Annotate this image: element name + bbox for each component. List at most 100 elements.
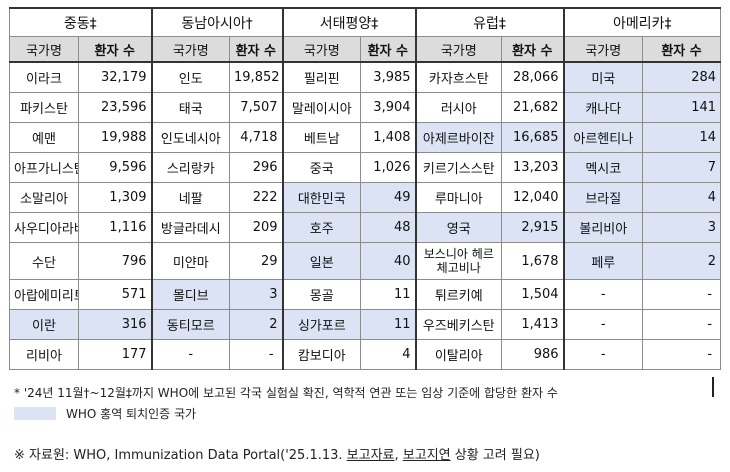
vertical-bar-mark [712,377,714,397]
case-count-cell: 4 [642,182,722,213]
country-name-cell: 볼리비아 [562,212,644,243]
footnote-source: ※ 자료원: WHO, Immunization Data Portal('25… [14,444,540,463]
case-count-cell: 2 [229,309,284,340]
col-header-name: 국가명 [150,36,231,63]
col-header-name: 국가명 [414,36,503,63]
case-count-cell: 222 [229,182,284,213]
measles-cases-table: 중동‡ 동남아시아† 서태평양‡ 유럽‡ 아메리카‡ 국가명 환자 수 국가명 … [8,7,722,370]
col-header-count: 환자 수 [229,36,284,63]
case-count-cell: 1,678 [501,242,565,280]
source-underlined-report: 보고자료 [346,448,395,463]
country-name-cell: 몽골 [281,279,362,310]
country-name-cell: 필리핀 [281,61,362,93]
case-count-cell: 4 [360,339,417,370]
table-row: 이란 316 동티모르 2 싱가포르 11 우즈베키스탄 1,413- - [9,309,722,340]
case-count-cell: 3 [229,279,284,310]
case-count-cell: 2,915 [501,212,565,243]
source-suffix: 상황 고려 필요) [450,448,540,463]
country-name-cell: 미얀마 [150,242,231,280]
country-name-cell: 예맨 [9,122,79,153]
case-count-cell: 141 [642,92,722,123]
case-count-cell: 316 [77,309,153,340]
case-count-cell: 1,026 [360,152,417,183]
region-header-row: 중동‡ 동남아시아† 서태평양‡ 유럽‡ 아메리카‡ [8,7,722,37]
country-name-cell: 캄보디아 [281,339,362,370]
case-count-cell: 11 [360,279,417,310]
case-count-cell: - [642,339,722,370]
table-row: 예맨 19,988 인도네시아 4,718 베트남 1,408 아제르바이잔 16,685 아르… [9,122,722,153]
col-header-name: 국가명 [562,36,644,63]
table-row: 소말리아 1,309 네팔 222 대한민국 49 루마니아 12,040 브라질 4 [9,182,722,213]
case-count-cell: 32,179 [77,61,153,93]
case-count-cell: 177 [77,339,153,370]
table-body: 이라크 32,179 인도 19,852 필리핀 3,985 카자흐스탄 28,066 미국 28… [9,61,722,370]
legend-label: WHO 홍역 퇴치인증 국가 [66,407,197,421]
case-count-cell: 29 [229,242,284,280]
case-count-cell: 7 [642,152,722,183]
country-name-cell: 아랍에미리트 [9,279,79,310]
region-americas: 아메리카‡ [562,7,722,37]
case-count-cell: 4,718 [229,122,284,153]
case-count-cell: 986 [501,339,565,370]
case-count-cell: 1,413 [501,309,565,340]
country-name-cell: 파키스탄 [9,92,79,123]
source-underlined-delay: 보고지연 [402,448,451,463]
country-name-cell: 미국 [562,61,644,93]
country-name-cell: 태국 [150,92,231,123]
case-count-cell: 1,408 [360,122,417,153]
case-count-cell: 14 [642,122,722,153]
region-europe: 유럽‡ [414,7,565,37]
case-count-cell: 7,507 [229,92,284,123]
country-name-cell: 멕시코 [562,152,644,183]
case-count-cell: 2 [642,242,722,280]
region-southeast-asia: 동남아시아† [150,7,284,37]
country-name-cell: 중국 [281,152,362,183]
case-count-cell: 11 [360,309,417,340]
country-name-cell: 네팔 [150,182,231,213]
country-name-cell: 말레이시아 [281,92,362,123]
case-count-cell: 13,203 [501,152,565,183]
case-count-cell: 9,596 [77,152,153,183]
country-name-cell: 브라질 [562,182,644,213]
case-count-cell: 796 [77,242,153,280]
table-row: 파키스탄 23,596 태국 7,507 말레이시아 3,904 러시아 21,682 캐나다 1… [9,92,722,123]
case-count-cell: 19,988 [77,122,153,153]
country-name-cell: 아르헨티나 [562,122,644,153]
case-count-cell: 209 [229,212,284,243]
case-count-cell: 48 [360,212,417,243]
country-name-cell: - [150,339,231,370]
country-name-cell: 영국 [414,212,503,243]
country-name-cell: 방글라데시 [150,212,231,243]
source-prefix: ※ 자료원: WHO, Immunization Data Portal('25… [14,448,347,463]
case-count-cell: 1,116 [77,212,153,243]
country-name-cell: 러시아 [414,92,503,123]
country-name-cell: 루마니아 [414,182,503,213]
source-middle: , [394,448,403,463]
col-header-count: 환자 수 [77,36,153,63]
country-name-cell: 베트남 [281,122,362,153]
country-name-cell: 수단 [9,242,79,280]
case-count-cell: 571 [77,279,153,310]
case-count-cell: 284 [642,61,722,93]
country-name-cell: 아프가니스탄 [9,152,79,183]
footnote-case-definition: * '24년 11월†~12월‡까지 WHO에 보고된 각국 실험실 확진, 역… [14,386,558,400]
case-count-cell: 3,904 [360,92,417,123]
column-header-row: 국가명 환자 수 국가명 환자 수 국가명 환자 수 국가명 환자 수 국가명 … [9,36,722,63]
table-row: 리비아 177- - 캄보디아 4 이탈리아 986- - [9,339,722,370]
country-name-cell: 동티모르 [150,309,231,340]
legend-verified: WHO 홍역 퇴치인증 국가 [14,405,196,422]
case-count-cell: 28,066 [501,61,565,93]
case-count-cell: 3,985 [360,61,417,93]
case-count-cell: 1,504 [501,279,565,310]
region-western-pacific: 서태평양‡ [281,7,417,37]
col-header-name: 국가명 [9,36,79,63]
country-name-cell: 튀르키예 [414,279,503,310]
case-count-cell: 3 [642,212,722,243]
country-name-cell: 이라크 [9,61,79,93]
country-name-cell: 인도네시아 [150,122,231,153]
country-name-cell: 호주 [281,212,362,243]
country-name-cell: - [562,309,644,340]
country-name-cell: 일본 [281,242,362,280]
country-name-cell: 스리랑카 [150,152,231,183]
